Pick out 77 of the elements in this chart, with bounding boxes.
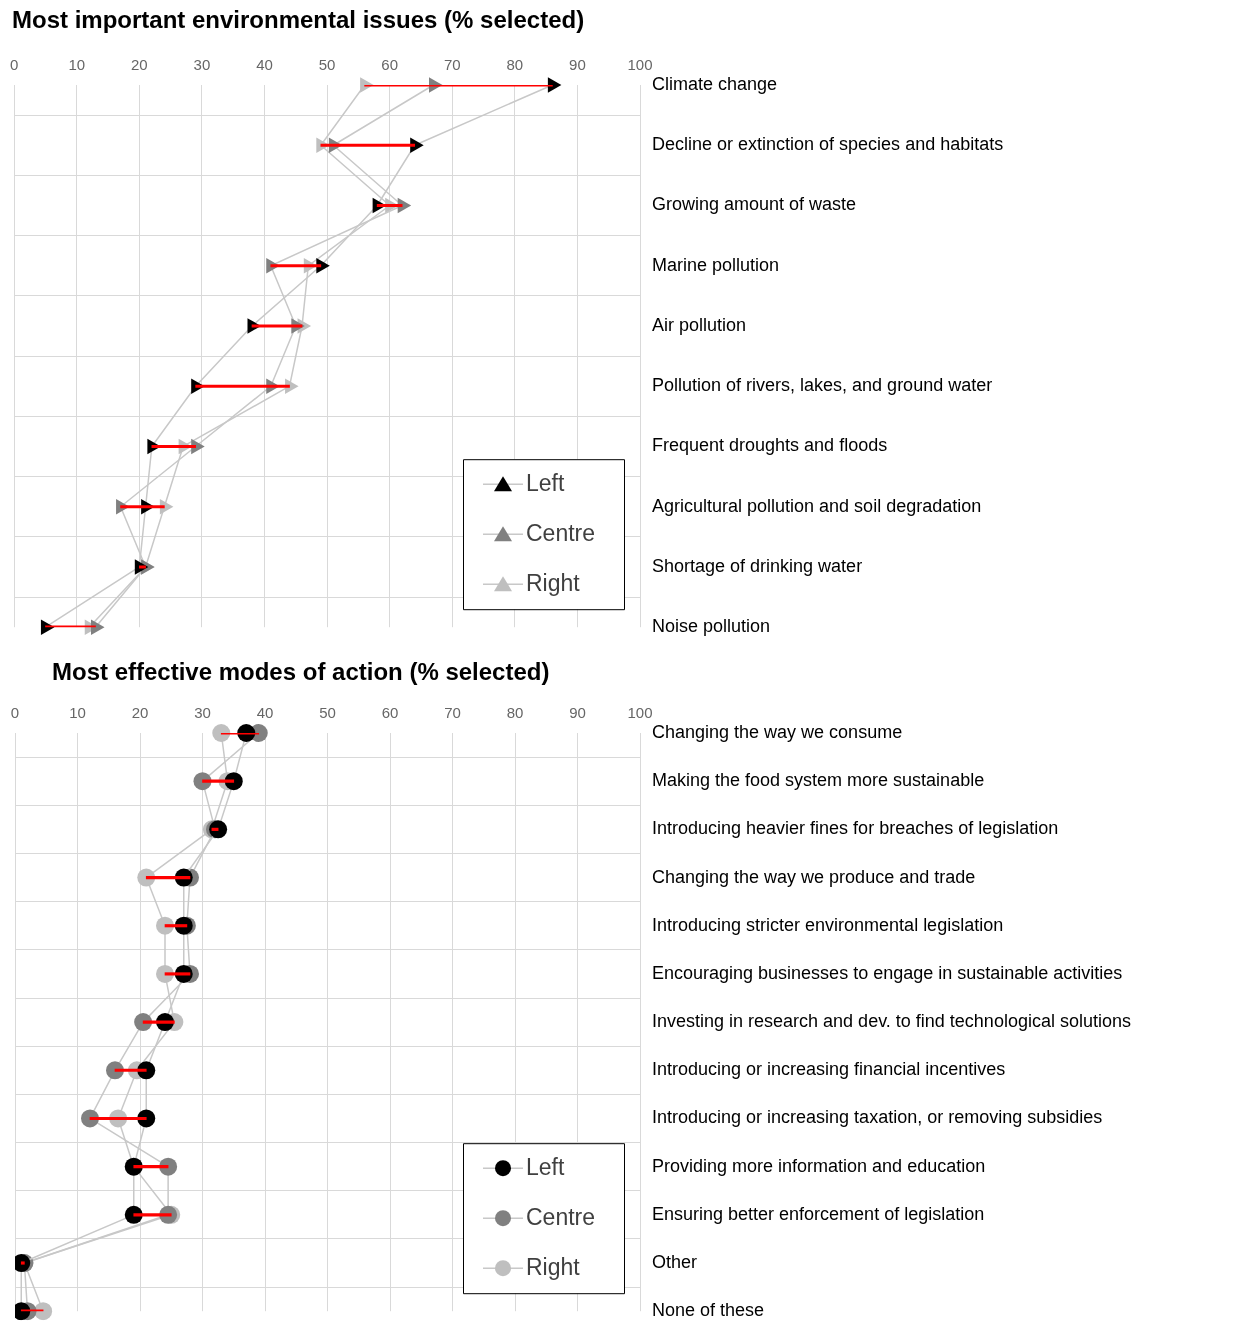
x-tick-label: 70 [443,56,461,74]
y-tick-label: Noise pollution [652,616,771,637]
y-tick-label: Climate change [652,73,778,94]
chart-title: Most effective modes of action (% selected) [52,658,550,686]
bar [133,1165,169,1169]
bar [376,203,403,208]
bar [364,85,553,87]
x-tick-label: 90 [569,704,586,722]
y-tick-label: Decline or extinction of species and habitats [652,134,1004,155]
y-tick-label: Introducing heavier fines for breaches of legislation [652,818,1059,839]
bar [133,1213,172,1217]
bar [320,143,416,147]
y-tick-label: Encouraging businesses to engage in sustainable activities [652,962,1123,983]
y-tick-label: Introducing or increasing financial incentives [652,1059,1006,1080]
x-tick-label: 60 [381,704,399,722]
y-tick-label: Making the food system more sustainable [652,770,985,791]
point [209,820,228,839]
x-tick-label: 60 [381,56,399,74]
bar [220,733,260,735]
x-tick-label: 30 [193,56,211,74]
bar [120,505,165,509]
y-tick-label: Agricultural pollution and soil degradation [652,495,982,516]
legend-label: Centre [526,519,596,546]
legend-label: Right [526,569,581,596]
point [212,724,231,742]
legend-label: Left [526,1153,565,1180]
bar [142,1020,175,1024]
y-tick-label: Changing the way we consume [652,721,903,742]
bar [145,875,191,880]
bar [195,384,290,388]
point [15,1302,31,1321]
y-tick-label: Other [652,1251,698,1272]
legend-label: Left [526,469,565,496]
x-tick-label: 100 [627,704,653,722]
y-tick-label: Changing the way we produce and trade [652,866,976,887]
legend-label: Centre [526,1203,596,1230]
y-tick-label: Air pollution [652,314,747,335]
y-tick-label: Introducing or increasing taxation, or removing subsidies [652,1107,1103,1128]
bar [164,972,191,976]
point [91,619,105,635]
bar [20,1261,25,1265]
legend-label: Right [526,1253,581,1280]
y-tick-label: Ensuring better enforcement of legislation [652,1203,985,1224]
y-tick-label: Pollution of rivers, lakes, and ground water [652,375,993,396]
x-tick-label: 40 [256,704,274,722]
y-tick-label: Introducing stricter environmental legislation [652,914,1004,935]
x-tick-label: 80 [506,704,524,722]
x-tick-label: 50 [319,704,336,722]
bar [151,444,196,449]
y-tick-label: Investing in research and dev. to find technological solutions [652,1011,1131,1032]
x-tick-label: 70 [444,704,461,722]
y-tick-label: Shortage of drinking water [652,555,863,576]
x-tick-label: 100 [627,56,653,74]
bar [114,1068,147,1072]
y-tick-label: Marine pollution [652,254,780,275]
bar [270,264,322,268]
x-tick-label: 20 [130,56,148,74]
x-tick-label: 80 [506,56,524,74]
chart-title: Most important environmental issues (% selected) [12,6,585,34]
y-tick-label: Providing more information and education [652,1155,986,1176]
x-tick-label: 50 [318,56,336,74]
bar [139,565,146,569]
x-tick-label: 0 [10,704,20,722]
bar [202,779,235,783]
bar [164,924,188,928]
x-tick-label: 40 [256,56,273,74]
y-tick-label: Frequent droughts and floods [652,435,888,456]
x-tick-label: 10 [68,56,86,74]
x-tick-label: 0 [10,56,19,74]
x-tick-label: 90 [569,56,586,74]
bar [89,1116,147,1121]
x-tick-label: 20 [131,704,149,722]
bar [251,324,303,328]
y-tick-label: Growing amount of waste [652,194,857,215]
x-tick-label: 30 [194,704,211,722]
x-tick-label: 10 [69,704,86,722]
y-tick-label: None of these [652,1300,765,1321]
